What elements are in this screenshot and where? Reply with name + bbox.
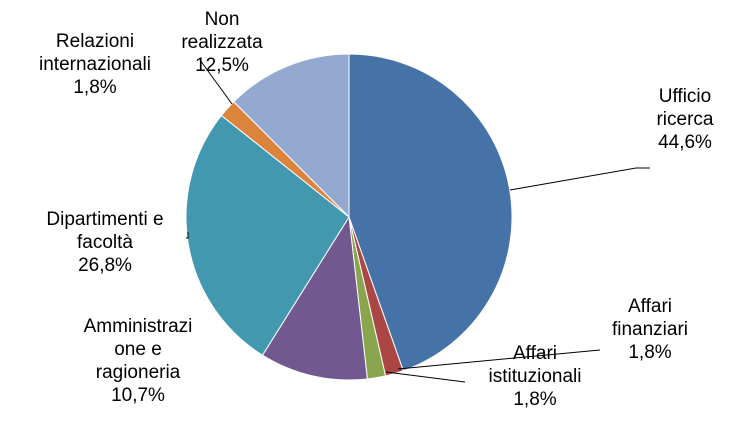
slice-label: Amministrazione e ragioneria 10,7% xyxy=(79,315,197,407)
category-name: Non realizzata xyxy=(181,9,263,53)
slice-label: Ufficio ricerca 44,6% xyxy=(640,85,729,154)
value-label: 10,7% xyxy=(111,385,165,406)
category-name: Affari istituzionali xyxy=(488,343,582,387)
leader-line xyxy=(186,232,189,239)
value-label: 1,8% xyxy=(513,389,557,410)
slice-label: Relazioni internazionali 1,8% xyxy=(20,30,170,99)
leader-line xyxy=(509,167,650,191)
category-name: Dipartimenti e facoltà xyxy=(46,209,164,253)
pie-slice xyxy=(185,114,350,356)
value-label: 1,8% xyxy=(628,342,672,363)
value-label: 44,6% xyxy=(658,132,712,153)
leader-line xyxy=(199,59,233,105)
leader-line xyxy=(397,349,601,370)
value-label: 12,5% xyxy=(195,55,249,76)
category-name: Ufficio ricerca xyxy=(656,86,714,130)
slice-label: Affari istituzionali 1,8% xyxy=(465,342,605,411)
leader-line xyxy=(385,371,466,383)
pie-slice xyxy=(348,53,513,372)
slice-label: Dipartimenti e facoltà 26,8% xyxy=(44,208,166,277)
category-name: Affari finanziari xyxy=(611,296,689,340)
category-name: Relazioni internazionali xyxy=(39,31,151,75)
value-label: 1,8% xyxy=(73,77,117,98)
pie-slice xyxy=(233,53,350,219)
category-name: Amministrazione e ragioneria xyxy=(83,316,193,383)
value-label: 26,8% xyxy=(78,255,132,276)
slice-label: Non realizzata 12,5% xyxy=(167,8,277,77)
pie-slice xyxy=(261,215,368,381)
slice-label: Affari finanziari 1,8% xyxy=(600,295,700,364)
